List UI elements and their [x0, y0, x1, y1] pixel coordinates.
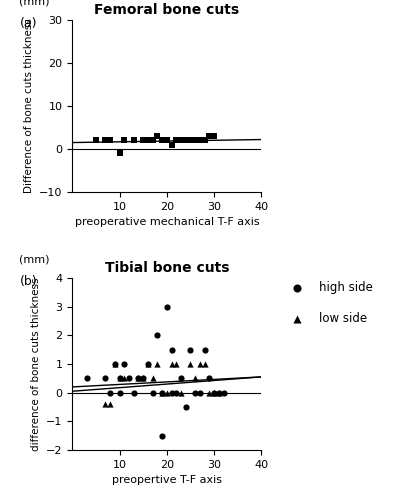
high side: [220, 388, 226, 396]
high side: [116, 374, 123, 382]
low side: [196, 360, 203, 368]
Point: [196, 136, 203, 144]
low side: [158, 388, 165, 396]
low side: [116, 374, 123, 382]
Point: [206, 132, 212, 140]
Point: [187, 136, 193, 144]
low side: [168, 360, 174, 368]
Point: [182, 136, 188, 144]
Title: Femoral bone cuts: Femoral bone cuts: [94, 4, 239, 18]
high side: [210, 388, 217, 396]
Point: [163, 136, 170, 144]
high side: [192, 388, 198, 396]
low side: [149, 374, 156, 382]
high side: [158, 388, 165, 396]
low side: [192, 374, 198, 382]
high side: [83, 374, 89, 382]
high side: [126, 374, 132, 382]
Point: [107, 136, 113, 144]
high side: [182, 403, 188, 411]
Point: [93, 136, 99, 144]
low side: [173, 360, 179, 368]
low side: [210, 388, 217, 396]
high side: [158, 432, 165, 440]
Point: [168, 140, 174, 148]
low side: [140, 374, 146, 382]
high side: [168, 346, 174, 354]
low side: [102, 400, 108, 408]
low side: [144, 360, 151, 368]
Y-axis label: difference of bone cuts thickness: difference of bone cuts thickness: [30, 277, 41, 451]
low side: [187, 360, 193, 368]
high side: [206, 374, 212, 382]
high side: [144, 360, 151, 368]
Point: [210, 132, 217, 140]
high side: [196, 388, 203, 396]
high side: [154, 332, 160, 340]
Point: [158, 136, 165, 144]
Point: [121, 136, 127, 144]
high side: [187, 346, 193, 354]
high side: [201, 346, 207, 354]
X-axis label: preopertive T-F axis: preopertive T-F axis: [111, 476, 221, 486]
low side: [121, 374, 127, 382]
low side: [177, 388, 184, 396]
low side: [201, 360, 207, 368]
high side: [149, 388, 156, 396]
high side: [121, 360, 127, 368]
Point: [192, 136, 198, 144]
Point: [177, 136, 184, 144]
Text: (mm): (mm): [19, 0, 50, 6]
low side: [206, 388, 212, 396]
high side: [168, 388, 174, 396]
Point: [149, 136, 156, 144]
Title: Tibial bone cuts: Tibial bone cuts: [104, 262, 229, 276]
low side: [163, 388, 170, 396]
Text: (a): (a): [19, 16, 37, 30]
X-axis label: preoperative mechanical T-F axis: preoperative mechanical T-F axis: [74, 218, 259, 228]
high side: [215, 388, 221, 396]
high side: [102, 374, 108, 382]
high side: [116, 388, 123, 396]
Point: [116, 150, 123, 158]
Point: [154, 132, 160, 140]
Text: (b): (b): [19, 274, 37, 287]
low side: [111, 360, 118, 368]
high side: [130, 388, 137, 396]
Point: [201, 136, 207, 144]
Point: [144, 136, 151, 144]
high side: [140, 374, 146, 382]
high side: [107, 388, 113, 396]
high side: [163, 302, 170, 310]
high side: [135, 374, 141, 382]
Y-axis label: Difference of bone cuts thickness: Difference of bone cuts thickness: [24, 18, 34, 194]
Legend: high side, low side: high side, low side: [276, 276, 378, 331]
low side: [135, 374, 141, 382]
Text: (mm): (mm): [19, 254, 50, 264]
Point: [140, 136, 146, 144]
high side: [173, 388, 179, 396]
high side: [111, 360, 118, 368]
low side: [107, 400, 113, 408]
Point: [130, 136, 137, 144]
low side: [215, 388, 221, 396]
low side: [154, 360, 160, 368]
high side: [177, 374, 184, 382]
Point: [173, 136, 179, 144]
Point: [102, 136, 108, 144]
